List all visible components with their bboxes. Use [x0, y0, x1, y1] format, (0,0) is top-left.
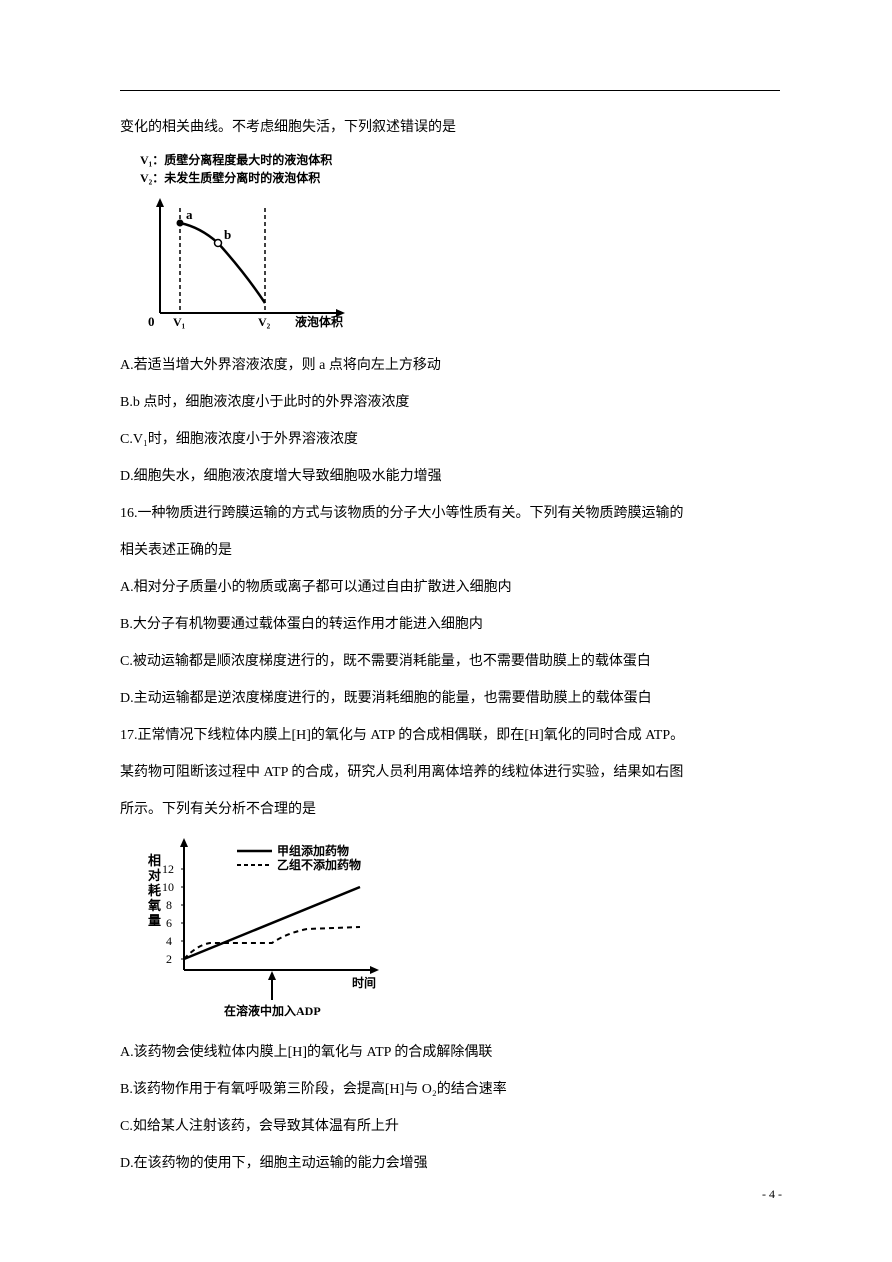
q17-opt-b: B.该药物作用于有氧呼吸第三阶段，会提高[H]与 O₂的结合速率 — [120, 1072, 780, 1107]
page-body: 变化的相关曲线。不考虑细胞失活，下列叙述错误的是 V₁：质壁分离程度最大时的液泡… — [120, 110, 780, 1183]
svg-text:耗: 耗 — [148, 883, 161, 898]
svg-text:氧: 氧 — [147, 898, 161, 913]
svg-text:12: 12 — [162, 862, 174, 876]
svg-text:时间: 时间 — [352, 975, 376, 990]
svg-text:乙组不添加药物: 乙组不添加药物 — [277, 857, 361, 872]
svg-text:6: 6 — [166, 916, 172, 930]
page-number: - 4 - — [762, 1187, 782, 1202]
q17-stem2: 某药物可阻断该过程中 ATP 的合成，研究人员利用离体培养的线粒体进行实验，结果… — [120, 755, 780, 790]
svg-text:V₁: V₁ — [173, 315, 186, 329]
chart1-legend: V₁：质壁分离程度最大时的液泡体积 V₂：未发生质壁分离时的液泡体积 — [140, 151, 780, 187]
q16-opt-d: D.主动运输都是逆浓度梯度进行的，既要消耗细胞的能量，也需要借助膜上的载体蛋白 — [120, 681, 780, 716]
q16-opt-b: B.大分子有机物要通过载体蛋白的转运作用才能进入细胞内 — [120, 607, 780, 642]
chart2-wrapper: 相 对 耗 氧 量 2 4 6 8 10 12 甲组添加药物 乙组不添加药 — [142, 835, 780, 1025]
q15-opt-a: A.若适当增大外界溶液浓度，则 a 点将向左上方移动 — [120, 348, 780, 383]
q16-stem1: 16.一种物质进行跨膜运输的方式与该物质的分子大小等性质有关。下列有关物质跨膜运… — [120, 496, 780, 531]
chart1-xlabel: 液泡体积 — [295, 314, 343, 329]
svg-text:V₂: V₂ — [258, 315, 271, 329]
svg-text:8: 8 — [166, 898, 172, 912]
q17-stem3: 所示。下列有关分析不合理的是 — [120, 792, 780, 827]
chart2-svg: 相 对 耗 氧 量 2 4 6 8 10 12 甲组添加药物 乙组不添加药 — [142, 835, 422, 1020]
svg-text:相: 相 — [148, 853, 161, 868]
svg-text:在溶液中加入ADP: 在溶液中加入ADP — [224, 1003, 321, 1018]
chart1-svg: a b 0 V₁ V₂ 液泡体积 — [140, 193, 380, 333]
q16-stem2: 相关表述正确的是 — [120, 533, 780, 568]
svg-text:a: a — [186, 207, 193, 222]
svg-text:2: 2 — [166, 952, 172, 966]
svg-text:b: b — [224, 227, 231, 242]
q15-opt-c: C.V₁时，细胞液浓度小于外界溶液浓度 — [120, 422, 780, 457]
svg-text:10: 10 — [162, 880, 174, 894]
header-rule — [120, 90, 780, 91]
q15-opt-d: D.细胞失水，细胞液浓度增大导致细胞吸水能力增强 — [120, 459, 780, 494]
svg-text:4: 4 — [166, 934, 172, 948]
chart1-legend-v1: V₁：质壁分离程度最大时的液泡体积 — [140, 151, 780, 169]
svg-text:甲组添加药物: 甲组添加药物 — [277, 843, 349, 858]
q17-stem1: 17.正常情况下线粒体内膜上[H]的氧化与 ATP 的合成相偶联，即在[H]氧化… — [120, 718, 780, 753]
chart1-wrapper: V₁：质壁分离程度最大时的液泡体积 V₂：未发生质壁分离时的液泡体积 a b 0… — [140, 151, 780, 338]
chart1-legend-v2: V₂：未发生质壁分离时的液泡体积 — [140, 169, 780, 187]
q17-opt-c: C.如给某人注射该药，会导致其体温有所上升 — [120, 1109, 780, 1144]
q15-opt-b: B.b 点时，细胞液浓度小于此时的外界溶液浓度 — [120, 385, 780, 420]
intro-line: 变化的相关曲线。不考虑细胞失活，下列叙述错误的是 — [120, 110, 780, 145]
svg-text:量: 量 — [148, 913, 161, 928]
svg-text:对: 对 — [148, 868, 161, 883]
q16-opt-c: C.被动运输都是顺浓度梯度进行的，既不需要消耗能量，也不需要借助膜上的载体蛋白 — [120, 644, 780, 679]
q16-opt-a: A.相对分子质量小的物质或离子都可以通过自由扩散进入细胞内 — [120, 570, 780, 605]
svg-text:0: 0 — [148, 314, 155, 329]
q17-opt-a: A.该药物会使线粒体内膜上[H]的氧化与 ATP 的合成解除偶联 — [120, 1035, 780, 1070]
q17-opt-d: D.在该药物的使用下，细胞主动运输的能力会增强 — [120, 1146, 780, 1181]
